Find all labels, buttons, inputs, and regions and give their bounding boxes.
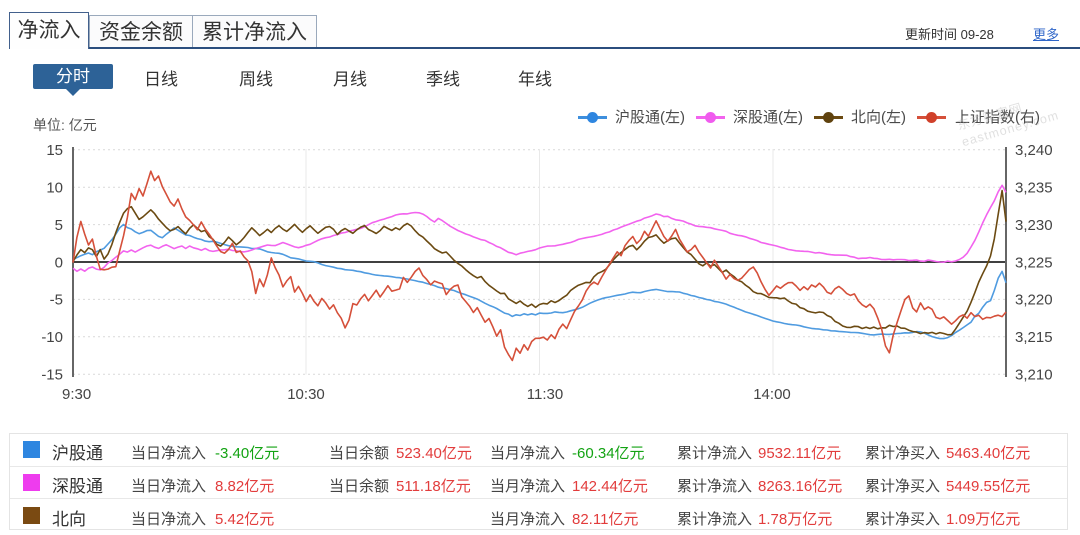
svg-text:11:30: 11:30 xyxy=(527,386,563,403)
svg-text:3,220: 3,220 xyxy=(1015,292,1053,309)
svg-text:3,240: 3,240 xyxy=(1015,142,1053,159)
svg-text:5: 5 xyxy=(55,217,63,234)
svg-text:0: 0 xyxy=(55,254,63,271)
svg-text:14:00: 14:00 xyxy=(753,386,791,403)
svg-text:9:30: 9:30 xyxy=(62,386,91,403)
svg-text:3,225: 3,225 xyxy=(1015,254,1053,271)
svg-text:-15: -15 xyxy=(41,367,63,384)
svg-text:-5: -5 xyxy=(50,292,63,309)
svg-text:3,230: 3,230 xyxy=(1015,217,1053,234)
svg-text:3,235: 3,235 xyxy=(1015,180,1053,197)
svg-text:3,210: 3,210 xyxy=(1015,367,1053,384)
svg-text:3,215: 3,215 xyxy=(1015,329,1053,346)
svg-text:10: 10 xyxy=(46,180,63,197)
svg-text:-10: -10 xyxy=(41,329,63,346)
svg-text:10:30: 10:30 xyxy=(287,386,325,403)
svg-text:15: 15 xyxy=(46,142,63,159)
